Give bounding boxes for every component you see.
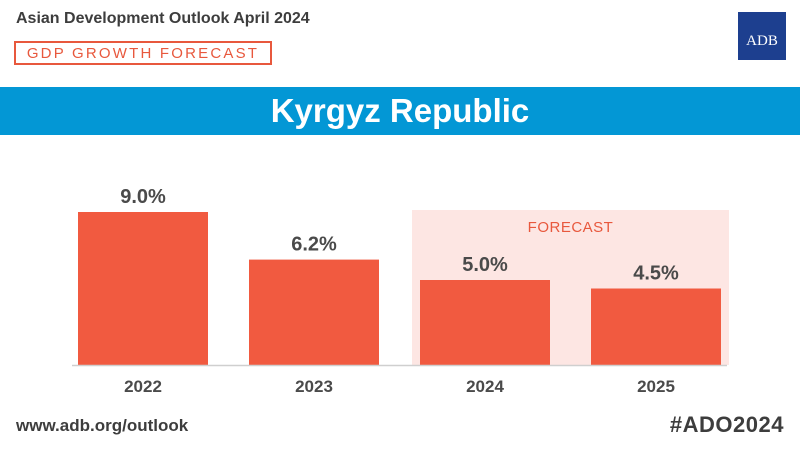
bar-2023	[249, 259, 379, 365]
bar-2025	[591, 288, 721, 365]
value-label-2022: 9.0%	[120, 186, 166, 208]
country-title: Kyrgyz Republic	[270, 92, 530, 129]
country-banner: Kyrgyz Republic	[0, 87, 800, 135]
category-label-2023: 2023	[295, 377, 333, 396]
adb-logo: ADB	[738, 12, 786, 60]
category-label-2025: 2025	[637, 377, 675, 396]
bar-2024	[420, 280, 550, 365]
outlook-url[interactable]: www.adb.org/outlook	[16, 416, 189, 435]
value-label-2025: 4.5%	[633, 263, 679, 285]
bar-2022	[78, 212, 208, 365]
forecast-label: FORECAST	[528, 219, 614, 236]
category-label-2024: 2024	[466, 377, 504, 396]
report-title: Asian Development Outlook April 2024	[16, 10, 310, 27]
value-label-2023: 6.2%	[291, 234, 337, 256]
gdp-bar-chart: FORECAST 9.0% 2022 6.2% 2023 5.0% 2024 4.5% 2025	[72, 186, 729, 396]
category-label-2022: 2022	[124, 377, 162, 396]
gdp-forecast-tag: GDP GROWTH FORECAST	[14, 41, 272, 65]
hashtag: #ADO2024	[669, 412, 784, 437]
value-label-2024: 5.0%	[462, 254, 508, 276]
